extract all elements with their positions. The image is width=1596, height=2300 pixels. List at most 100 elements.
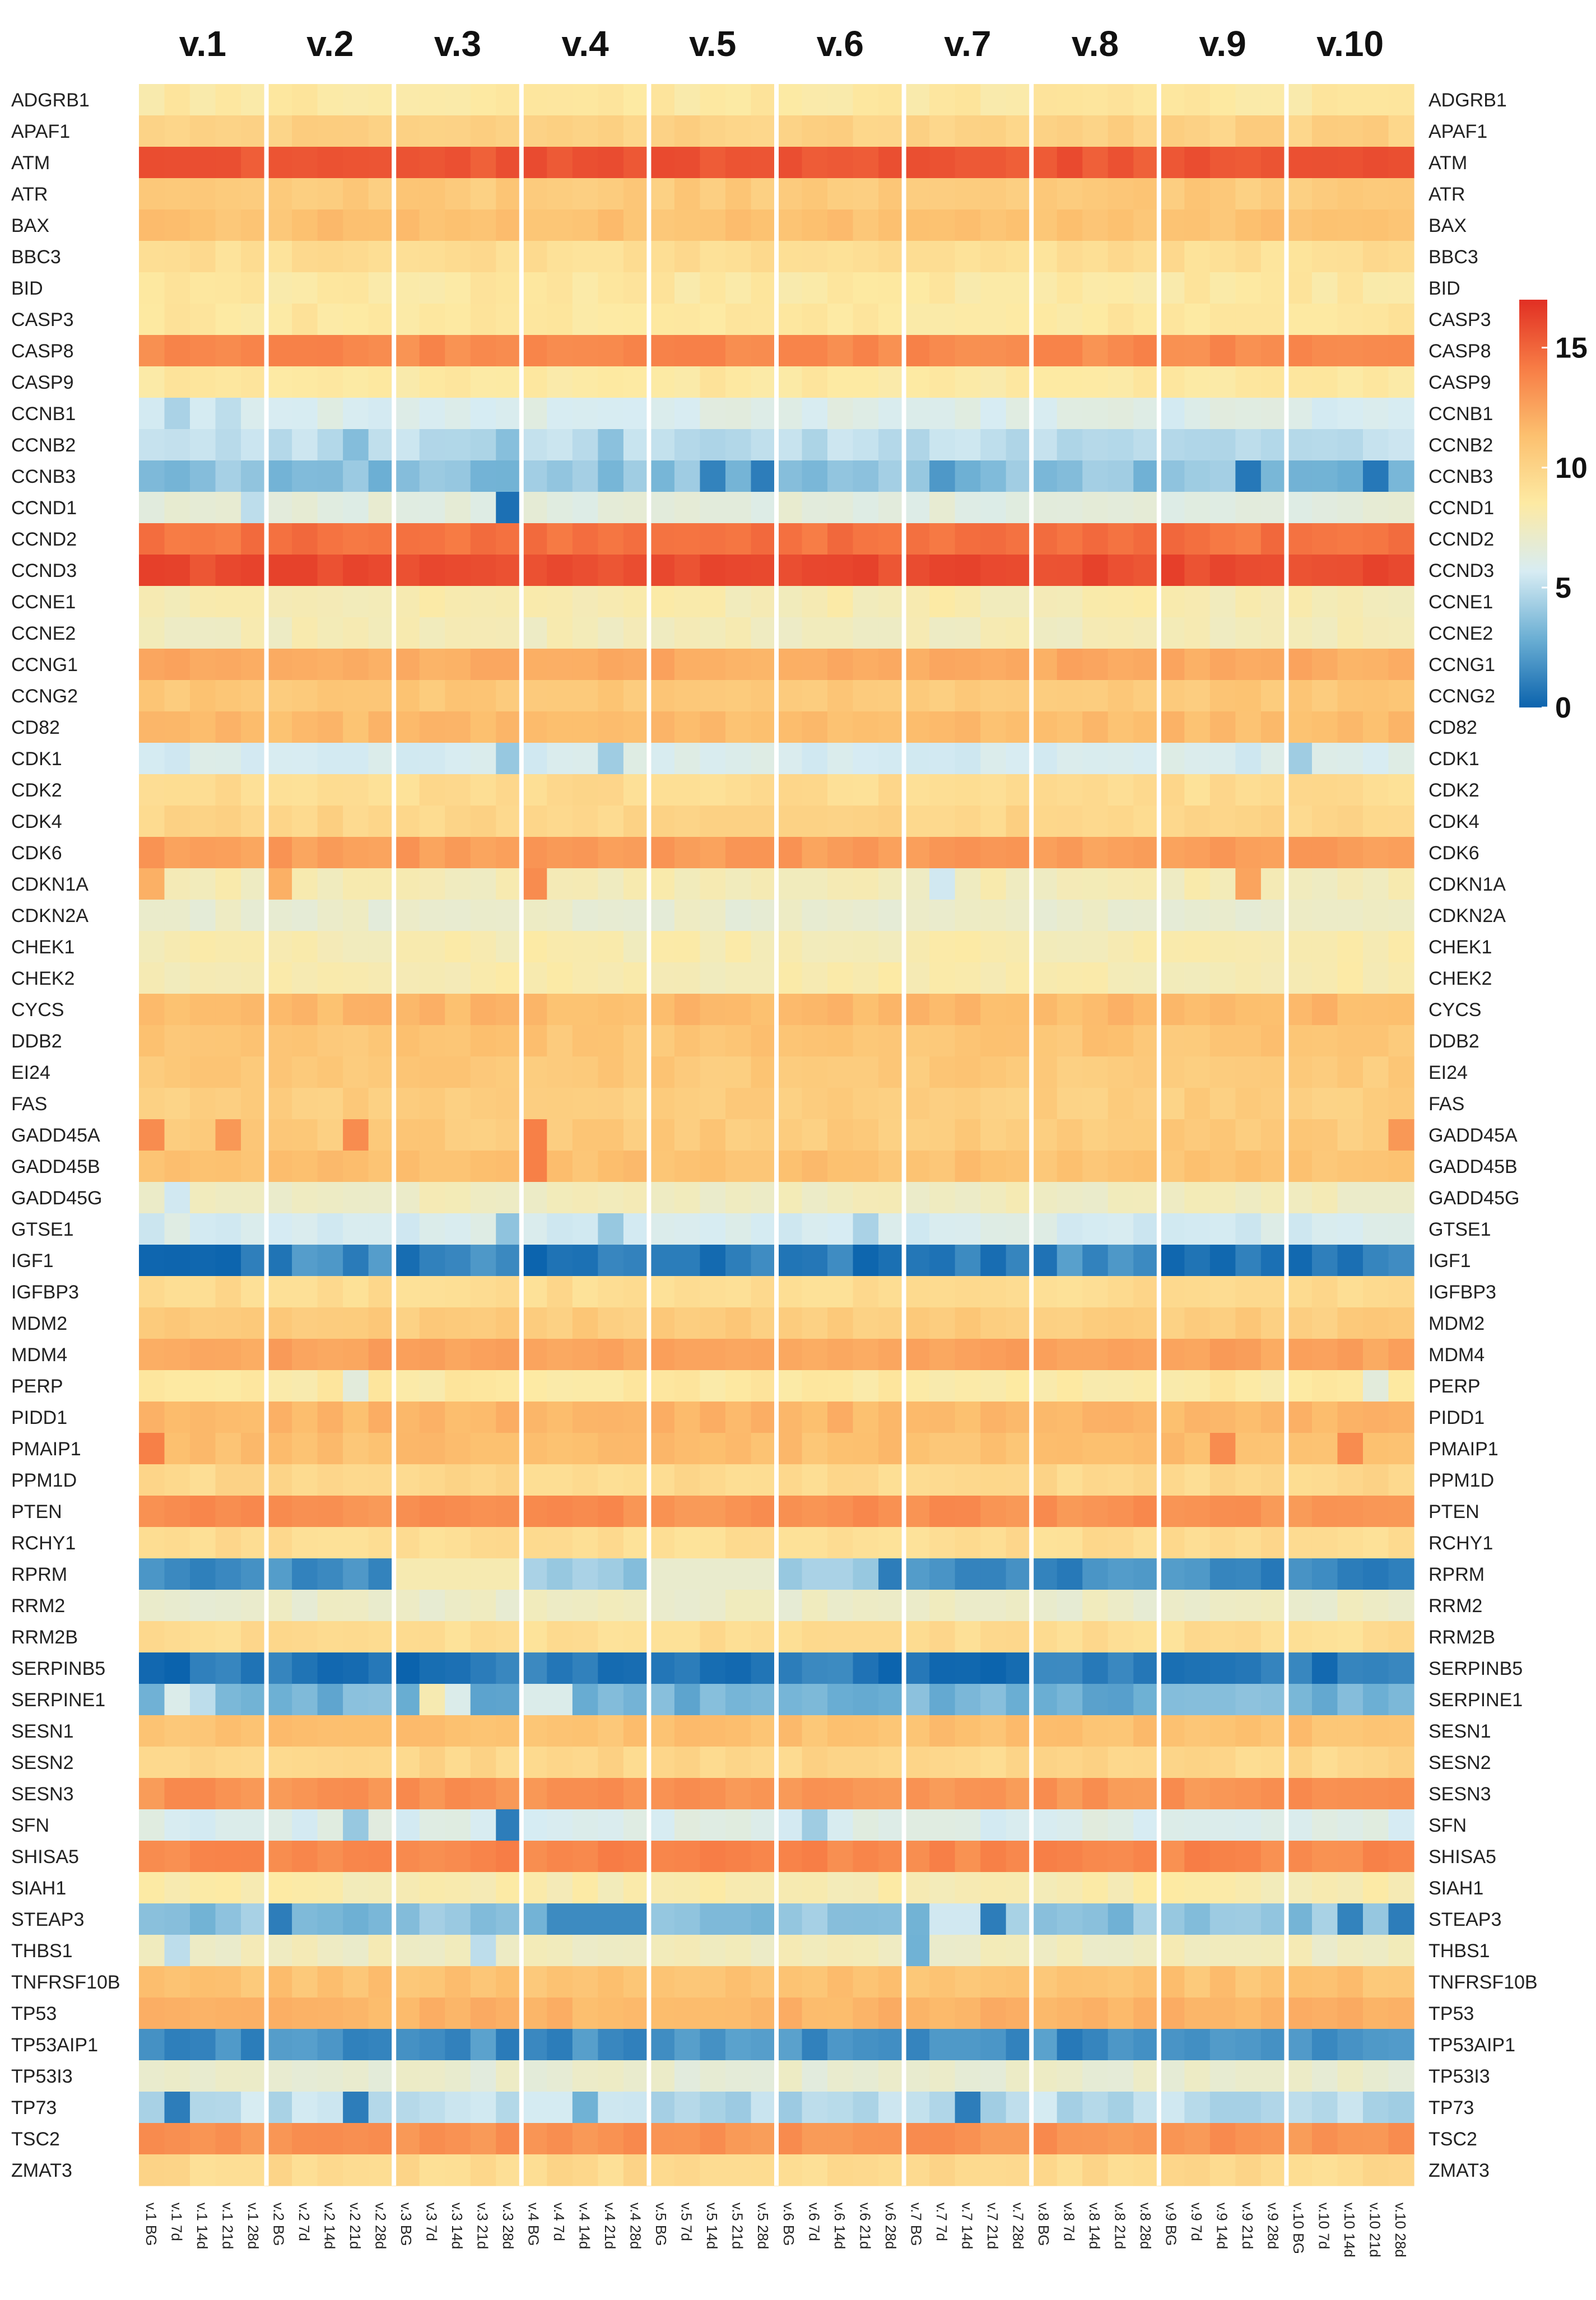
heatmap-cell <box>343 398 369 430</box>
heatmap-cell <box>496 1307 522 1339</box>
heatmap-cell <box>725 1558 752 1590</box>
heatmap-cell <box>164 1684 190 1716</box>
heatmap-cell <box>1133 1056 1160 1088</box>
heatmap-cell <box>751 429 777 461</box>
heatmap-cell <box>700 900 726 932</box>
heatmap-cell <box>1031 680 1058 712</box>
heatmap-cell <box>368 523 394 555</box>
heatmap-cell <box>343 555 369 586</box>
heatmap-cell <box>700 492 726 524</box>
heatmap-cell <box>1286 711 1313 743</box>
heatmap-cell <box>1311 272 1338 304</box>
heatmap-cell <box>827 2060 854 2092</box>
row-label-right: BAX <box>1429 215 1467 236</box>
heatmap-cell <box>241 962 267 994</box>
heatmap-cell <box>190 617 216 649</box>
heatmap-cell <box>878 837 905 869</box>
heatmap-cell <box>1057 1809 1083 1841</box>
heatmap-cell <box>649 617 675 649</box>
heatmap-cell <box>878 1998 905 2029</box>
heatmap-cell <box>266 994 292 1026</box>
heatmap-cell <box>1108 1433 1134 1465</box>
heatmap-cell <box>241 1370 267 1402</box>
heatmap-cell <box>368 1527 394 1559</box>
heatmap-cell <box>649 1527 675 1559</box>
heatmap-cell <box>980 84 1007 116</box>
heatmap-cell <box>1031 774 1058 806</box>
heatmap-cell <box>317 335 343 367</box>
heatmap-cell <box>904 774 930 806</box>
heatmap-cell <box>1133 460 1160 492</box>
heatmap-cell <box>394 1747 420 1778</box>
heatmap-cell <box>572 1778 598 1810</box>
heatmap-cell <box>343 429 369 461</box>
row-label-right: TP73 <box>1429 2097 1474 2119</box>
heatmap-cell <box>1082 84 1109 116</box>
heatmap-cell <box>394 2092 420 2124</box>
heatmap-cell <box>164 1998 190 2029</box>
heatmap-cell <box>521 1872 547 1904</box>
heatmap-cell <box>649 680 675 712</box>
heatmap-cell <box>292 460 318 492</box>
heatmap-cell <box>1209 806 1236 837</box>
heatmap-cell <box>700 1088 726 1120</box>
heatmap-cell <box>496 304 522 336</box>
heatmap-cell <box>598 1684 624 1716</box>
heatmap-cell <box>674 868 701 900</box>
heatmap-cell <box>1286 1527 1313 1559</box>
heatmap-cell <box>649 1276 675 1308</box>
heatmap-cell <box>496 1402 522 1433</box>
heatmap-cell <box>674 1903 701 1935</box>
heatmap-cell <box>215 649 241 681</box>
heatmap-cell <box>1133 994 1160 1026</box>
heatmap-cell <box>700 994 726 1026</box>
heatmap-cell <box>1337 209 1364 241</box>
heatmap-cell <box>292 837 318 869</box>
heatmap-cell <box>1260 1558 1287 1590</box>
heatmap-cell <box>445 1056 471 1088</box>
heatmap-cell <box>215 1621 241 1653</box>
heatmap-cell <box>470 2029 496 2061</box>
heatmap-cell <box>1133 523 1160 555</box>
heatmap-cell <box>1057 178 1083 210</box>
heatmap-cell <box>853 1056 879 1088</box>
heatmap-cell <box>572 962 598 994</box>
row-label-left: SFN <box>11 1815 49 1836</box>
heatmap-cell <box>521 1402 547 1433</box>
heatmap-cell <box>929 84 956 116</box>
heatmap-cell <box>1006 335 1032 367</box>
heatmap-cell <box>751 2092 777 2124</box>
heatmap-cell <box>343 1903 369 1935</box>
heatmap-cell <box>572 147 598 179</box>
heatmap-cell <box>547 711 573 743</box>
heatmap-cell <box>292 1402 318 1433</box>
heatmap-cell <box>1286 209 1313 241</box>
heatmap-cell <box>878 1496 905 1528</box>
heatmap-cell <box>878 429 905 461</box>
heatmap-cell <box>1337 774 1364 806</box>
heatmap-cell <box>725 460 752 492</box>
heatmap-cell <box>751 523 777 555</box>
heatmap-cell <box>1260 1778 1287 1810</box>
heatmap-cell <box>1108 1464 1134 1496</box>
heatmap-cell <box>1031 1119 1058 1151</box>
heatmap-cell <box>1031 1402 1058 1433</box>
heatmap-cell <box>266 1370 292 1402</box>
heatmap-cell <box>700 1433 726 1465</box>
heatmap-cell <box>368 1433 394 1465</box>
heatmap-cell <box>1158 460 1185 492</box>
heatmap-cell <box>623 1747 649 1778</box>
heatmap-cell <box>496 1778 522 1810</box>
heatmap-cell <box>1209 1370 1236 1402</box>
row-label-right: PIDD1 <box>1429 1407 1485 1428</box>
heatmap-cell <box>802 1213 828 1245</box>
heatmap-cell <box>343 1621 369 1653</box>
heatmap-cell <box>700 1935 726 1967</box>
heatmap-cell <box>1362 931 1389 963</box>
heatmap-cell <box>1057 1778 1083 1810</box>
heatmap-cell <box>904 837 930 869</box>
heatmap-cell <box>139 2154 165 2186</box>
heatmap-cell <box>572 1872 598 1904</box>
heatmap-cell <box>1184 1590 1211 1622</box>
heatmap-cell <box>1388 1119 1414 1151</box>
